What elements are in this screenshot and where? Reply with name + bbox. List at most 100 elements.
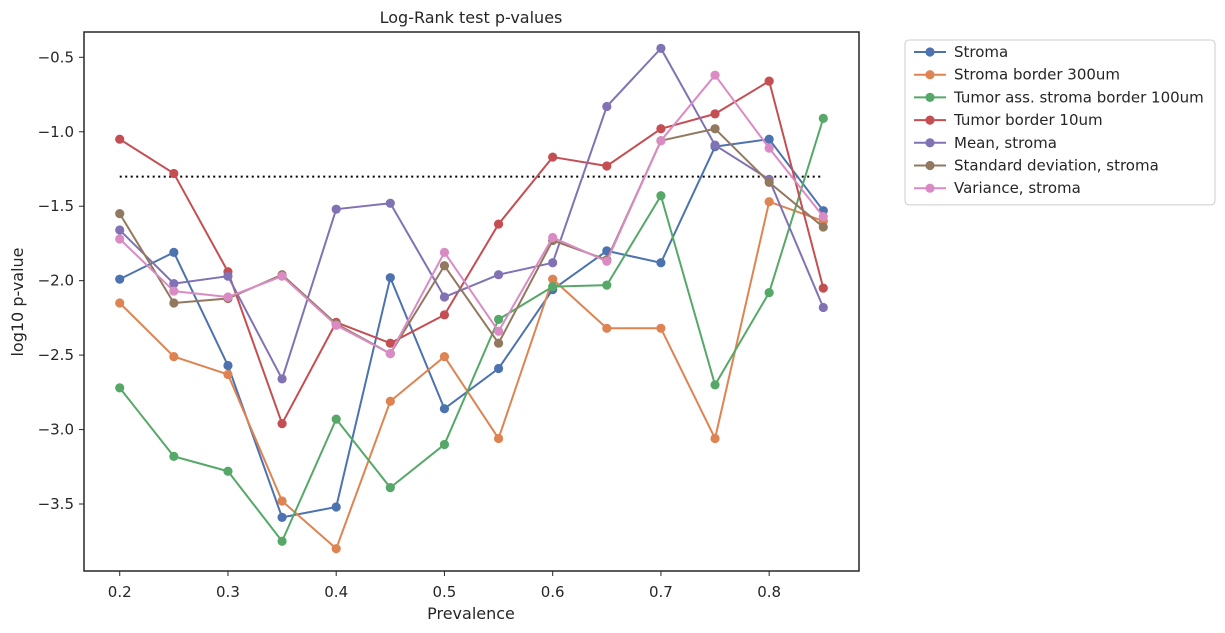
data-point (439, 404, 450, 414)
legend-label: Tumor border 10um (953, 111, 1103, 129)
legend-item: Variance, stroma (914, 179, 1081, 197)
data-point (223, 466, 233, 476)
plot-area (115, 43, 828, 554)
legend-swatch-marker (925, 92, 935, 102)
data-point (223, 360, 233, 371)
data-point (493, 314, 504, 324)
data-point (602, 323, 612, 333)
y-tick-label: −3.5 (38, 495, 74, 513)
data-point (439, 310, 450, 320)
data-point (277, 271, 287, 281)
x-tick-label: 0.4 (324, 583, 348, 601)
data-point (656, 191, 666, 201)
data-point (169, 279, 179, 289)
y-tick-label: −1.0 (38, 123, 74, 141)
data-point (656, 136, 666, 146)
data-point (169, 451, 179, 461)
data-point (656, 124, 666, 134)
data-point (115, 225, 125, 235)
y-tick-label: −2.0 (38, 272, 74, 290)
data-point (602, 101, 612, 112)
legend-swatch-marker (925, 70, 935, 80)
data-point (493, 219, 504, 229)
y-axis-title: log10 p-value (8, 247, 27, 356)
data-point (385, 349, 395, 359)
data-point (656, 43, 666, 53)
legend-swatch-marker (925, 138, 935, 148)
legend-label: Standard deviation, stroma (954, 157, 1159, 175)
data-point (764, 197, 774, 207)
data-point (277, 374, 287, 384)
data-point (439, 439, 450, 450)
series-line (119, 200, 824, 550)
data-point (115, 209, 125, 219)
data-point (710, 109, 720, 119)
data-point (548, 282, 558, 292)
data-point (115, 234, 125, 244)
data-point (331, 204, 341, 214)
data-point (385, 273, 395, 283)
data-point (602, 280, 612, 290)
data-point (764, 177, 774, 187)
legend-label: Tumor ass. stroma border 100um (953, 88, 1204, 106)
data-point (548, 258, 558, 268)
data-point (331, 414, 341, 424)
data-point (493, 363, 504, 374)
data-point (710, 433, 720, 444)
axes-frame (83, 31, 860, 572)
legend-label: Stroma (954, 43, 1008, 61)
data-point (818, 222, 828, 232)
data-point (115, 383, 125, 393)
y-tick-label: −1.5 (38, 197, 74, 215)
y-tick-label: −0.5 (38, 48, 74, 66)
data-point (331, 320, 341, 330)
legend-item: Standard deviation, stroma (914, 157, 1159, 175)
data-point (115, 134, 125, 144)
data-point (602, 256, 612, 266)
data-point (223, 369, 233, 380)
data-point (710, 140, 720, 150)
legend-label: Mean, stroma (954, 134, 1057, 152)
data-point (223, 271, 233, 281)
x-axis-title: Prevalence (427, 604, 515, 623)
y-axis: −0.5 −1.0 −1.5 −2.0 −2.5 −3.0 −3.5 (38, 48, 84, 513)
x-tick-label: 0.3 (216, 583, 240, 601)
data-point (169, 298, 179, 308)
data-point (493, 326, 504, 336)
data-point (277, 496, 287, 506)
legend-item: Tumor ass. stroma border 100um (914, 88, 1204, 106)
x-tick-label: 0.6 (541, 583, 565, 601)
data-point (764, 287, 774, 298)
data-point (331, 502, 341, 512)
legend-label: Stroma border 300um (954, 66, 1120, 84)
data-point (385, 338, 395, 348)
data-point (169, 351, 179, 362)
y-tick-label: −3.0 (38, 421, 74, 439)
data-point (385, 396, 395, 406)
series-line (119, 74, 825, 355)
series-line (119, 138, 825, 519)
chart-title: Log-Rank test p-values (380, 8, 563, 27)
data-point (710, 70, 720, 80)
y-tick-label: −2.5 (38, 346, 74, 364)
legend-label: Variance, stroma (954, 179, 1081, 197)
data-point (115, 298, 125, 308)
legend: Stroma Stroma border 300um Tumor ass. stro… (904, 39, 1216, 206)
x-tick-label: 0.7 (649, 583, 673, 601)
data-point (277, 512, 287, 522)
data-point (169, 247, 179, 257)
data-point (223, 292, 233, 302)
legend-swatch-marker (925, 183, 935, 193)
data-point (493, 270, 504, 280)
data-point (493, 433, 504, 444)
data-point (548, 152, 558, 162)
data-point (656, 258, 666, 268)
data-point (764, 143, 774, 153)
legend-item: Stroma border 300um (914, 66, 1120, 84)
data-point (764, 76, 774, 86)
data-point (385, 198, 395, 208)
legend-swatch-marker (925, 160, 935, 171)
legend-swatch-marker (925, 115, 935, 125)
legend-item: Tumor border 10um (914, 111, 1103, 129)
series-2 (115, 113, 828, 546)
